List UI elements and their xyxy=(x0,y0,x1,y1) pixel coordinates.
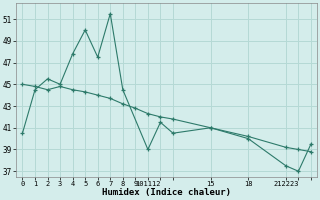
X-axis label: Humidex (Indice chaleur): Humidex (Indice chaleur) xyxy=(102,188,231,197)
